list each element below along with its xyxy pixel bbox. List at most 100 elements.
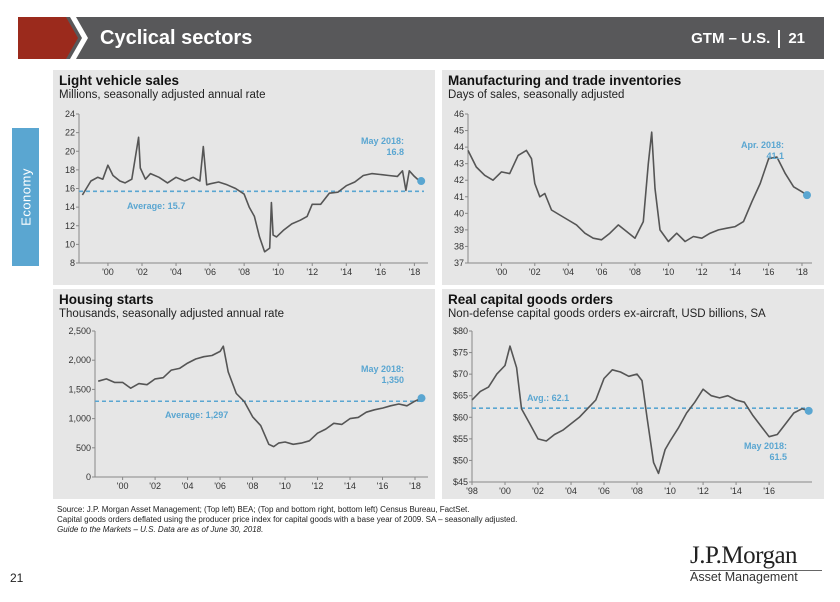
x-tick-label: '04 xyxy=(562,267,574,277)
y-tick-label: 12 xyxy=(65,221,75,231)
footnote-method: Capital goods orders deflated using the … xyxy=(57,515,518,524)
y-tick-label: $80 xyxy=(453,326,468,336)
y-tick-label: 46 xyxy=(454,109,464,119)
x-tick-label: '16 xyxy=(377,481,389,491)
x-tick-label: '14 xyxy=(344,481,356,491)
x-tick-label: '00 xyxy=(102,267,114,277)
y-tick-label: 18 xyxy=(65,165,75,175)
average-label: Avg.: 62.1 xyxy=(527,393,569,403)
economy-tab-label: Economy xyxy=(18,168,33,226)
latest-point xyxy=(417,394,426,403)
x-tick-label: '08 xyxy=(247,481,259,491)
y-tick-label: 8 xyxy=(70,258,75,268)
y-tick-label: 45 xyxy=(454,126,464,136)
x-tick-label: '08 xyxy=(629,267,641,277)
x-tick-label: '04 xyxy=(182,481,194,491)
y-tick-label: 1,000 xyxy=(68,414,91,424)
y-tick-label: 41 xyxy=(454,192,464,202)
y-tick-label: 43 xyxy=(454,159,464,169)
x-tick-label: '04 xyxy=(170,267,182,277)
x-tick-label: '00 xyxy=(117,481,129,491)
chart-subtitle: Thousands, seasonally adjusted annual ra… xyxy=(59,308,285,320)
x-tick-label: '18 xyxy=(409,481,421,491)
x-tick-label: '12 xyxy=(696,267,708,277)
y-tick-label: $50 xyxy=(453,455,468,465)
chart-svg: $45 $50 $55 $60 $65 $70 $75 $80 '98 '00 '02 '04 '06 '… xyxy=(453,326,813,496)
x-tick-label: '02 xyxy=(136,267,148,277)
chart-title: Housing starts xyxy=(59,292,154,307)
y-tick-label: 500 xyxy=(76,443,91,453)
latest-label-line2: 1,350 xyxy=(381,375,404,385)
x-tick-label: '10 xyxy=(272,267,284,277)
average-label: Average: 15.7 xyxy=(127,201,185,211)
y-tick-label: 0 xyxy=(86,472,91,482)
x-tick-label: '12 xyxy=(306,267,318,277)
x-tick-label: '18 xyxy=(796,267,808,277)
y-tick-label: $60 xyxy=(453,412,468,422)
y-tick-label: 37 xyxy=(454,258,464,268)
series-line xyxy=(467,131,808,243)
x-tick-label: '02 xyxy=(149,481,161,491)
header-right: GTM – U.S. 21 xyxy=(691,30,805,49)
x-tick-label: '18 xyxy=(409,267,421,277)
chart-panel-inventories: Manufacturing and trade inventories Days… xyxy=(442,70,824,285)
header-page-number: 21 xyxy=(788,30,805,47)
y-tick-label: 14 xyxy=(65,202,75,212)
series-line xyxy=(81,136,422,253)
logo-rule xyxy=(690,570,822,571)
x-tick-label: '12 xyxy=(697,486,709,496)
page-number: 21 xyxy=(10,571,24,585)
y-tick-label: $75 xyxy=(453,348,468,358)
latest-label-line2: 61.5 xyxy=(769,452,787,462)
x-tick-label: '12 xyxy=(312,481,324,491)
chart-subtitle: Non-defense capital goods orders ex-airc… xyxy=(448,308,766,320)
header-chevron-icon xyxy=(18,17,88,59)
x-tick-label: '14 xyxy=(730,486,742,496)
x-tick-label: '08 xyxy=(631,486,643,496)
footnotes: Source: J.P. Morgan Asset Management; (T… xyxy=(57,505,517,535)
x-tick-label: '06 xyxy=(204,267,216,277)
chart-title: Real capital goods orders xyxy=(448,292,614,307)
chart-svg: 8 10 12 14 16 18 20 22 24 '00 '02 '04 '06 '08 '10 '12 '1… xyxy=(65,109,428,277)
latest-point xyxy=(804,406,813,415)
latest-point xyxy=(802,191,811,200)
latest-label-line1: May 2018: xyxy=(744,441,787,451)
x-tick-label: '16 xyxy=(374,267,386,277)
chart-subtitle: Millions, seasonally adjusted annual rat… xyxy=(59,89,266,101)
y-tick-label: 40 xyxy=(454,208,464,218)
y-tick-label: 24 xyxy=(65,109,75,119)
header-divider xyxy=(778,30,781,49)
latest-label-line1: May 2018: xyxy=(361,364,404,374)
x-tick-label: '06 xyxy=(598,486,610,496)
x-tick-label: '14 xyxy=(340,267,352,277)
footnote-guide: Guide to the Markets – U.S. Data are as … xyxy=(57,525,264,534)
footnote-source: Source: J.P. Morgan Asset Management; (T… xyxy=(57,505,470,514)
y-tick-label: 44 xyxy=(454,142,464,152)
series-line xyxy=(471,345,809,475)
chart-title: Manufacturing and trade inventories xyxy=(448,73,682,88)
y-tick-label: 42 xyxy=(454,175,464,185)
y-tick-label: 10 xyxy=(65,239,75,249)
page-title: Cyclical sectors xyxy=(100,27,253,49)
x-tick-label: '10 xyxy=(663,267,675,277)
x-tick-label: '16 xyxy=(763,267,775,277)
y-tick-label: $65 xyxy=(453,391,468,401)
chart-subtitle: Days of sales, seasonally adjusted xyxy=(448,89,625,101)
y-tick-label: 38 xyxy=(454,241,464,251)
x-tick-label: '06 xyxy=(214,481,226,491)
latest-label-line2: 41.1 xyxy=(766,151,784,161)
logo-name: J.P.Morgan xyxy=(690,542,798,569)
chart-svg: 0 500 1,000 1,500 2,000 2,500 '00 '02 '04 '06 '08 '… xyxy=(68,326,428,491)
y-tick-label: $45 xyxy=(453,477,468,487)
gtm-label: GTM – U.S. xyxy=(691,30,771,47)
average-label: Average: 1,297 xyxy=(165,410,228,420)
y-tick-label: $55 xyxy=(453,434,468,444)
chart-panel-light-vehicle-sales: Light vehicle sales Millions, seasonally… xyxy=(53,70,435,285)
logo-subtitle: Asset Management xyxy=(690,570,798,584)
economy-tab[interactable]: Economy xyxy=(12,128,39,266)
x-tick-label: '14 xyxy=(729,267,741,277)
x-tick-label: '02 xyxy=(532,486,544,496)
latest-label-line1: May 2018: xyxy=(361,136,404,146)
latest-label-line1: Apr. 2018: xyxy=(741,140,784,150)
latest-point xyxy=(417,177,426,186)
